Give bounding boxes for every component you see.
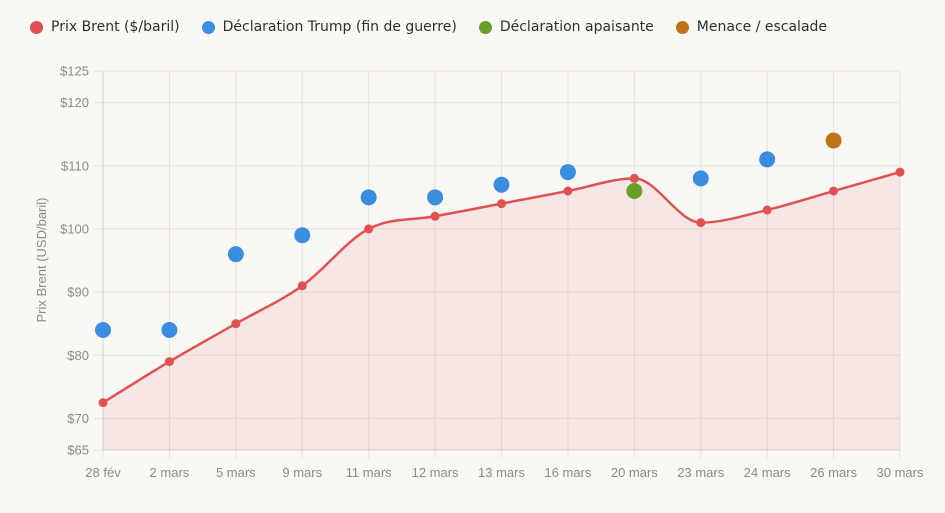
y-axis-title: Prix Brent (USD/baril) xyxy=(34,198,49,323)
brent-point xyxy=(364,224,374,234)
legend-item-brent[interactable]: Prix Brent ($/baril) xyxy=(30,19,180,35)
grid xyxy=(93,70,901,458)
x-axis-ticks: 28 fév 2 mars 5 mars 9 mars 11 mars 12 mars 13… xyxy=(85,465,924,480)
y-tick-label: $80 xyxy=(67,348,89,363)
trump-declaration-point xyxy=(692,170,709,187)
x-tick-label: 26 mars xyxy=(810,465,857,480)
points-layer xyxy=(95,132,905,408)
brent-point xyxy=(164,357,174,367)
brent-point xyxy=(629,173,639,183)
x-tick-label: 30 mars xyxy=(877,465,924,480)
x-tick-label: 20 mars xyxy=(611,465,658,480)
trump-declaration-point xyxy=(95,321,111,338)
x-tick-label: 24 mars xyxy=(744,465,791,480)
legend-item-trump[interactable]: Déclaration Trump (fin de guerre) xyxy=(201,19,457,35)
y-tick-label: $120 xyxy=(60,95,89,110)
legend-label-escalade: Menace / escalade xyxy=(696,19,828,35)
brent-point xyxy=(497,199,506,209)
escalade-point xyxy=(825,132,842,149)
x-tick-label: 2 mars xyxy=(150,465,190,480)
legend-swatch-escalade xyxy=(675,20,689,34)
x-tick-label: 9 mars xyxy=(282,465,322,480)
legend-label-trump: Déclaration Trump (fin de guerre) xyxy=(222,19,457,35)
trump-declaration-point xyxy=(227,246,244,263)
brent-point xyxy=(696,218,706,228)
legend-label-brent: Prix Brent ($/baril) xyxy=(51,19,180,35)
legend-label-apaisante: Déclaration apaisante xyxy=(499,19,654,35)
brent-point xyxy=(98,398,108,408)
x-tick-label: 12 mars xyxy=(412,465,459,480)
y-tick-label: $65 xyxy=(67,443,89,458)
legend: Prix Brent ($/baril) Déclaration Trump (… xyxy=(30,19,849,35)
brent-point xyxy=(895,167,905,177)
brent-point xyxy=(829,186,839,196)
brent-point xyxy=(430,211,440,221)
brent-point xyxy=(297,281,307,291)
trump-declaration-point xyxy=(759,151,776,168)
x-tick-label: 28 fév xyxy=(85,465,121,480)
trump-declaration-point xyxy=(427,189,444,206)
y-tick-label: $90 xyxy=(67,285,89,300)
y-tick-label: $110 xyxy=(61,158,89,173)
x-tick-label: 5 mars xyxy=(216,465,256,480)
legend-swatch-brent xyxy=(30,20,43,34)
legend-swatch-trump xyxy=(201,20,215,34)
y-tick-label: $70 xyxy=(67,411,89,426)
apaisante-point xyxy=(626,183,643,200)
y-axis-ticks: $65 $70 $80 $90 $100 $110 $120 $125 xyxy=(60,64,89,458)
trump-declaration-point xyxy=(360,189,377,206)
area-layer xyxy=(103,172,900,451)
x-tick-label: 11 mars xyxy=(346,465,392,480)
legend-item-apaisante[interactable]: Déclaration apaisante xyxy=(478,19,654,35)
x-tick-label: 16 mars xyxy=(544,465,591,480)
brent-point xyxy=(563,186,573,196)
y-tick-label: $125 xyxy=(60,64,89,79)
legend-swatch-apaisante xyxy=(478,20,492,34)
x-tick-label: 13 mars xyxy=(478,465,525,480)
y-tick-label: $100 xyxy=(60,221,89,236)
brent-point xyxy=(231,319,241,329)
trump-declaration-point xyxy=(294,227,311,244)
brent-point xyxy=(762,205,772,215)
legend-item-escalade[interactable]: Menace / escalade xyxy=(675,19,828,35)
trump-declaration-point xyxy=(161,321,178,338)
trump-declaration-point xyxy=(493,176,510,193)
x-tick-label: 23 mars xyxy=(677,465,724,480)
brent-area xyxy=(103,172,900,451)
trump-declaration-point xyxy=(559,164,576,181)
